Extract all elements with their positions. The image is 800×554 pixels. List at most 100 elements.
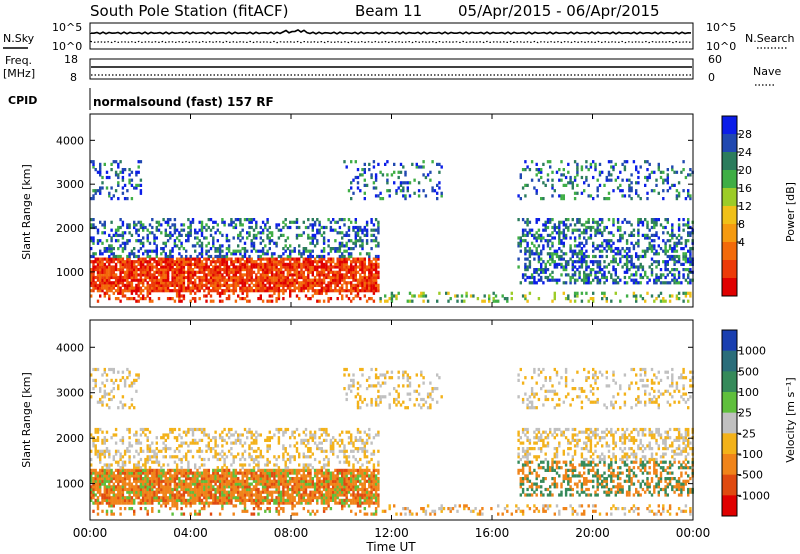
range-cell xyxy=(110,265,112,268)
range-cell xyxy=(165,242,167,245)
range-cell xyxy=(158,483,160,486)
range-cell xyxy=(547,234,549,237)
range-cell xyxy=(244,260,246,263)
range-cell xyxy=(95,453,97,456)
station-title: South Pole Station (fitACF) xyxy=(90,2,288,20)
range-cell xyxy=(205,250,207,253)
range-cell xyxy=(205,493,207,496)
range-cell xyxy=(447,292,449,295)
range-cell xyxy=(662,226,664,229)
range-cell xyxy=(343,160,345,163)
range-cell xyxy=(673,273,675,276)
range-cell xyxy=(617,239,619,242)
range-cell xyxy=(619,189,621,192)
range-cell xyxy=(551,236,553,239)
range-cell xyxy=(590,234,592,237)
range-cell xyxy=(194,279,196,282)
range-cell xyxy=(97,239,99,242)
range-cell xyxy=(608,271,610,274)
range-cell xyxy=(183,442,185,445)
range-cell xyxy=(115,229,117,232)
range-cell xyxy=(542,281,544,284)
range-cell xyxy=(171,234,173,237)
range-cell xyxy=(124,168,126,171)
range-cell xyxy=(386,173,388,176)
range-cell xyxy=(110,368,112,371)
range-cell xyxy=(617,226,619,229)
range-cell xyxy=(545,239,547,242)
range-cell xyxy=(493,292,495,295)
range-cell xyxy=(226,433,228,436)
range-cell xyxy=(323,247,325,250)
range-cell xyxy=(223,276,225,279)
beam-label: Beam 11 xyxy=(355,2,422,20)
range-cell xyxy=(325,284,327,287)
range-cell xyxy=(393,171,395,174)
range-cell xyxy=(212,436,214,439)
range-cell xyxy=(208,250,210,253)
range-cell xyxy=(138,373,140,376)
range-cell xyxy=(529,281,531,284)
range-cell xyxy=(332,218,334,221)
range-cell xyxy=(526,265,528,268)
range-cell xyxy=(350,281,352,284)
range-cell xyxy=(350,197,352,200)
range-cell xyxy=(199,297,201,300)
range-cell xyxy=(594,247,596,250)
range-cell xyxy=(536,268,538,271)
cpid-text: normalsound (fast) 157 RF xyxy=(93,95,274,109)
range-cell xyxy=(196,474,198,477)
range-cell xyxy=(253,218,255,221)
range-cell xyxy=(203,483,205,486)
range-cell xyxy=(287,236,289,239)
range-cell xyxy=(126,428,128,431)
range-cell xyxy=(147,483,149,486)
range-cell xyxy=(533,186,535,189)
range-cell xyxy=(144,287,146,290)
range-cell xyxy=(194,244,196,247)
range-cell xyxy=(289,244,291,247)
range-cell xyxy=(361,276,363,279)
range-cell xyxy=(651,189,653,192)
range-cell xyxy=(149,483,151,486)
range-cell xyxy=(361,258,363,261)
range-cell xyxy=(635,294,637,297)
range-cell xyxy=(194,297,196,300)
range-cell xyxy=(375,255,377,258)
range-cell xyxy=(316,239,318,242)
range-cell xyxy=(373,165,375,168)
range-cell xyxy=(230,453,232,456)
range-cell xyxy=(355,284,357,287)
range-cell xyxy=(323,236,325,239)
range-cell xyxy=(115,428,117,431)
range-cell xyxy=(104,450,106,453)
range-cell xyxy=(583,181,585,184)
range-cell xyxy=(230,442,232,445)
range-cell xyxy=(106,431,108,434)
range-cell xyxy=(251,287,253,290)
range-cell xyxy=(542,229,544,232)
range-cell xyxy=(278,268,280,271)
range-cell xyxy=(228,469,230,472)
range-cell xyxy=(316,279,318,282)
range-cell xyxy=(637,171,639,174)
range-cell xyxy=(113,292,115,295)
range-cell xyxy=(242,223,244,226)
range-cell xyxy=(273,273,275,276)
range-cell xyxy=(171,247,173,250)
range-cell xyxy=(551,226,553,229)
range-cell xyxy=(635,265,637,268)
range-cell xyxy=(558,279,560,282)
nave-tick-bottom: 0 xyxy=(708,71,715,84)
range-cell xyxy=(212,221,214,224)
range-cell xyxy=(289,279,291,282)
range-cell xyxy=(106,474,108,477)
range-cell xyxy=(461,294,463,297)
range-cell xyxy=(350,160,352,163)
range-cell xyxy=(178,469,180,472)
range-cell xyxy=(646,160,648,163)
range-cell xyxy=(327,281,329,284)
range-cell xyxy=(409,194,411,197)
range-cell xyxy=(291,250,293,253)
range-cell xyxy=(135,439,137,442)
